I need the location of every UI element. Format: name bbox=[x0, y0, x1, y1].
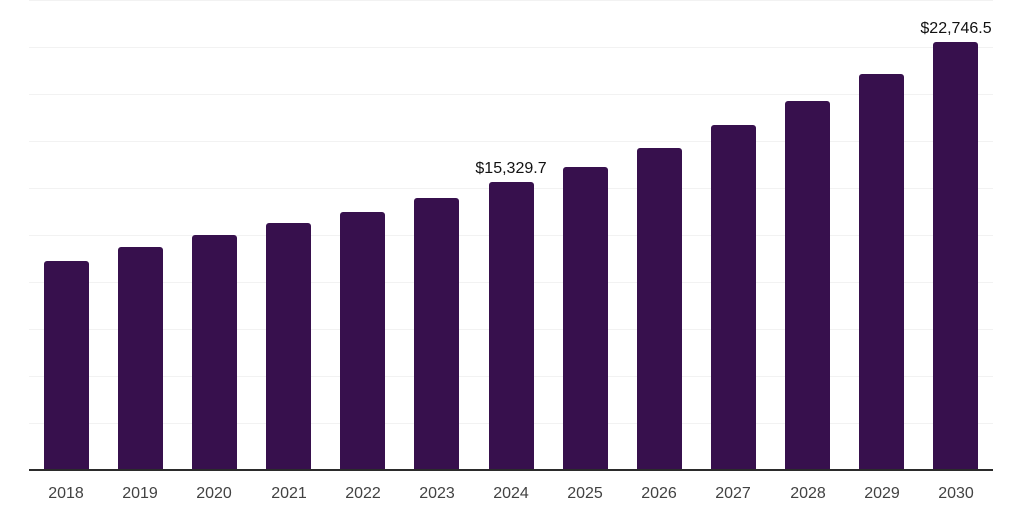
gridline bbox=[29, 47, 993, 48]
x-tick-label-2028: 2028 bbox=[790, 485, 826, 502]
x-tick-label-2021: 2021 bbox=[271, 485, 307, 502]
bar-2028 bbox=[785, 101, 830, 470]
x-tick-label-2022: 2022 bbox=[345, 485, 381, 502]
bar-2021 bbox=[266, 223, 311, 470]
x-tick-label-2029: 2029 bbox=[864, 485, 900, 502]
x-tick-label-2026: 2026 bbox=[641, 485, 677, 502]
gridline bbox=[29, 0, 993, 1]
bar-value-label-2030: $22,746.5 bbox=[920, 20, 992, 37]
x-tick-label-2030: 2030 bbox=[938, 485, 974, 502]
bar-value-label-2024: $15,329.7 bbox=[475, 160, 547, 177]
bar-2029 bbox=[859, 74, 904, 470]
gridline bbox=[29, 141, 993, 142]
x-tick-label-2025: 2025 bbox=[567, 485, 603, 502]
x-tick-label-2019: 2019 bbox=[122, 485, 158, 502]
bar-2020 bbox=[192, 235, 237, 470]
bar-2022 bbox=[340, 212, 385, 470]
bar-2024 bbox=[489, 182, 534, 470]
x-axis-line bbox=[29, 469, 993, 471]
bar-2023 bbox=[414, 198, 459, 470]
x-tick-label-2024: 2024 bbox=[493, 485, 529, 502]
gridline bbox=[29, 94, 993, 95]
bar-2030 bbox=[933, 42, 978, 470]
bar-2027 bbox=[711, 125, 756, 470]
bar-2025 bbox=[563, 167, 608, 470]
x-tick-label-2027: 2027 bbox=[715, 485, 751, 502]
x-tick-label-2020: 2020 bbox=[196, 485, 232, 502]
bar-2018 bbox=[44, 261, 89, 470]
bar-2026 bbox=[637, 148, 682, 470]
x-tick-label-2023: 2023 bbox=[419, 485, 455, 502]
x-tick-label-2018: 2018 bbox=[48, 485, 84, 502]
bar-2019 bbox=[118, 247, 163, 470]
